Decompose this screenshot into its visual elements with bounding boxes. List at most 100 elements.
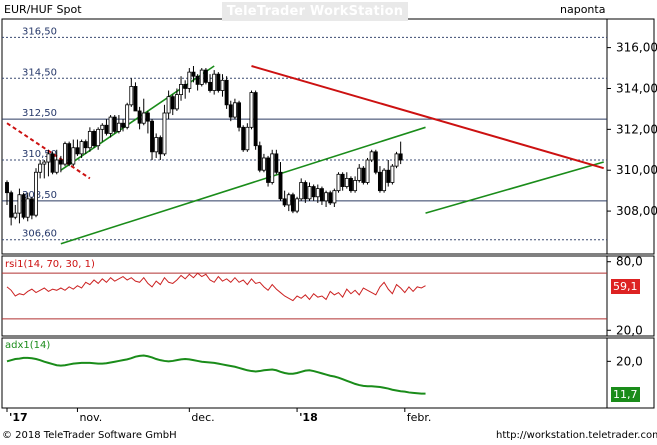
candle-body xyxy=(357,167,362,181)
candle-body xyxy=(121,122,125,128)
panel-frames xyxy=(1,18,655,409)
candle-body xyxy=(394,153,399,167)
candle-body xyxy=(328,192,333,204)
candle-body xyxy=(270,153,275,183)
trendline xyxy=(425,161,604,214)
candle-body xyxy=(344,177,349,187)
candle-body xyxy=(382,169,387,192)
price-level-label: 308,50 xyxy=(22,190,57,201)
rsi-last-value-tag: 59,1 xyxy=(611,278,640,294)
adx-axis-tick-label: 20,0 xyxy=(616,354,643,368)
candle-body xyxy=(75,147,80,155)
candle-body xyxy=(71,147,76,165)
candle-body xyxy=(336,173,341,192)
candle-body xyxy=(324,192,329,202)
symbol-title: EUR/HUF Spot xyxy=(4,3,82,16)
candle-body xyxy=(9,192,14,218)
candle-body xyxy=(253,92,258,147)
candle-body xyxy=(13,212,18,218)
candle-body xyxy=(257,145,262,171)
price-axis-tick-label: 312,00 xyxy=(616,122,657,136)
candle-body xyxy=(212,73,217,91)
candle-body xyxy=(87,130,92,149)
price-level-label: 314,50 xyxy=(22,67,57,78)
rsi-line xyxy=(6,272,426,302)
rsi-panel: 80,0 20,0 xyxy=(2,255,643,337)
candle-body xyxy=(129,86,134,106)
trendline xyxy=(60,126,426,245)
candle-body xyxy=(332,190,337,204)
candle-body xyxy=(25,198,30,218)
candle-body xyxy=(166,96,171,114)
candle-body xyxy=(79,141,84,155)
candle-body xyxy=(261,157,266,171)
candle-body xyxy=(319,188,324,202)
candle-body xyxy=(282,198,287,206)
candle-body xyxy=(303,182,308,200)
candle-body xyxy=(112,116,117,132)
rsi-title: rsi1(14, 70, 30, 1) xyxy=(5,259,95,270)
candle-body xyxy=(21,194,26,218)
candle-body xyxy=(249,92,254,128)
candle-body xyxy=(340,173,345,187)
copyright: © 2018 TeleTrader Software GmbH xyxy=(2,430,177,441)
candle-body xyxy=(67,143,72,165)
rsi-axis-tick-label: 20,0 xyxy=(616,323,643,337)
candle-body xyxy=(83,141,88,149)
candle-body xyxy=(290,194,295,212)
adx-panel-frame xyxy=(1,337,655,409)
x-axis-tick-label: dec. xyxy=(191,411,214,424)
candle-body xyxy=(154,137,159,153)
candle-body xyxy=(54,159,59,173)
candle-body xyxy=(386,169,391,183)
x-axis-tick-label: febr. xyxy=(407,411,432,424)
candle-body xyxy=(187,71,192,89)
candle-body xyxy=(125,104,130,128)
candle-body xyxy=(369,151,374,161)
x-axis: '17 nov. dec. '18 febr. xyxy=(6,408,432,424)
candle-body xyxy=(162,112,167,155)
candle-body xyxy=(137,110,142,124)
candle-body xyxy=(29,198,34,216)
price-level-lines: 316,50 314,50 312,50 310,50 308,50 306,60 316,… xyxy=(2,26,657,241)
price-axis-tick-label: 308,00 xyxy=(616,204,657,218)
candle-body xyxy=(63,143,67,165)
candle-body xyxy=(108,116,113,134)
adx-last-value-tag: 11,7 xyxy=(611,386,640,402)
candle-body xyxy=(174,94,179,110)
x-axis-tick-label: '18 xyxy=(299,411,318,424)
candlestick-series xyxy=(5,66,403,226)
price-axis-tick-label: 310,00 xyxy=(616,163,657,177)
price-level-label: 306,60 xyxy=(22,229,57,240)
candle-body xyxy=(216,73,221,91)
candle-body xyxy=(311,186,316,198)
candle-body xyxy=(286,194,291,206)
candle-body xyxy=(241,126,246,151)
candle-body xyxy=(245,126,250,151)
candle-body xyxy=(145,112,150,122)
candle-body xyxy=(307,186,312,200)
candle-body xyxy=(50,153,55,173)
rsi-panel-frame xyxy=(1,255,655,337)
candle-body xyxy=(179,83,183,96)
footer-url: http://workstation.teletrader.com xyxy=(496,430,657,441)
candle-body xyxy=(274,153,279,173)
candle-body xyxy=(104,124,109,134)
candle-body xyxy=(237,102,242,128)
adx-line xyxy=(6,354,426,395)
x-axis-tick-label: nov. xyxy=(79,411,102,424)
candle-body xyxy=(141,112,146,124)
candle-body xyxy=(208,81,213,91)
watermark: TeleTrader WorkStation xyxy=(222,2,408,21)
candle-body xyxy=(170,96,175,110)
candle-body xyxy=(150,120,154,153)
candle-body xyxy=(295,198,300,212)
candle-body xyxy=(353,180,358,192)
candle-body xyxy=(38,163,43,173)
trendline xyxy=(251,65,604,170)
candle-body xyxy=(17,194,22,214)
price-level-label: 310,50 xyxy=(22,149,57,160)
price-axis-tick-label: 314,00 xyxy=(616,81,657,95)
candle-body xyxy=(278,171,283,200)
candle-body xyxy=(390,165,395,183)
